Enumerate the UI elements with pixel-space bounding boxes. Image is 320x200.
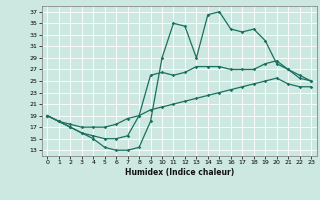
X-axis label: Humidex (Indice chaleur): Humidex (Indice chaleur): [124, 168, 234, 177]
